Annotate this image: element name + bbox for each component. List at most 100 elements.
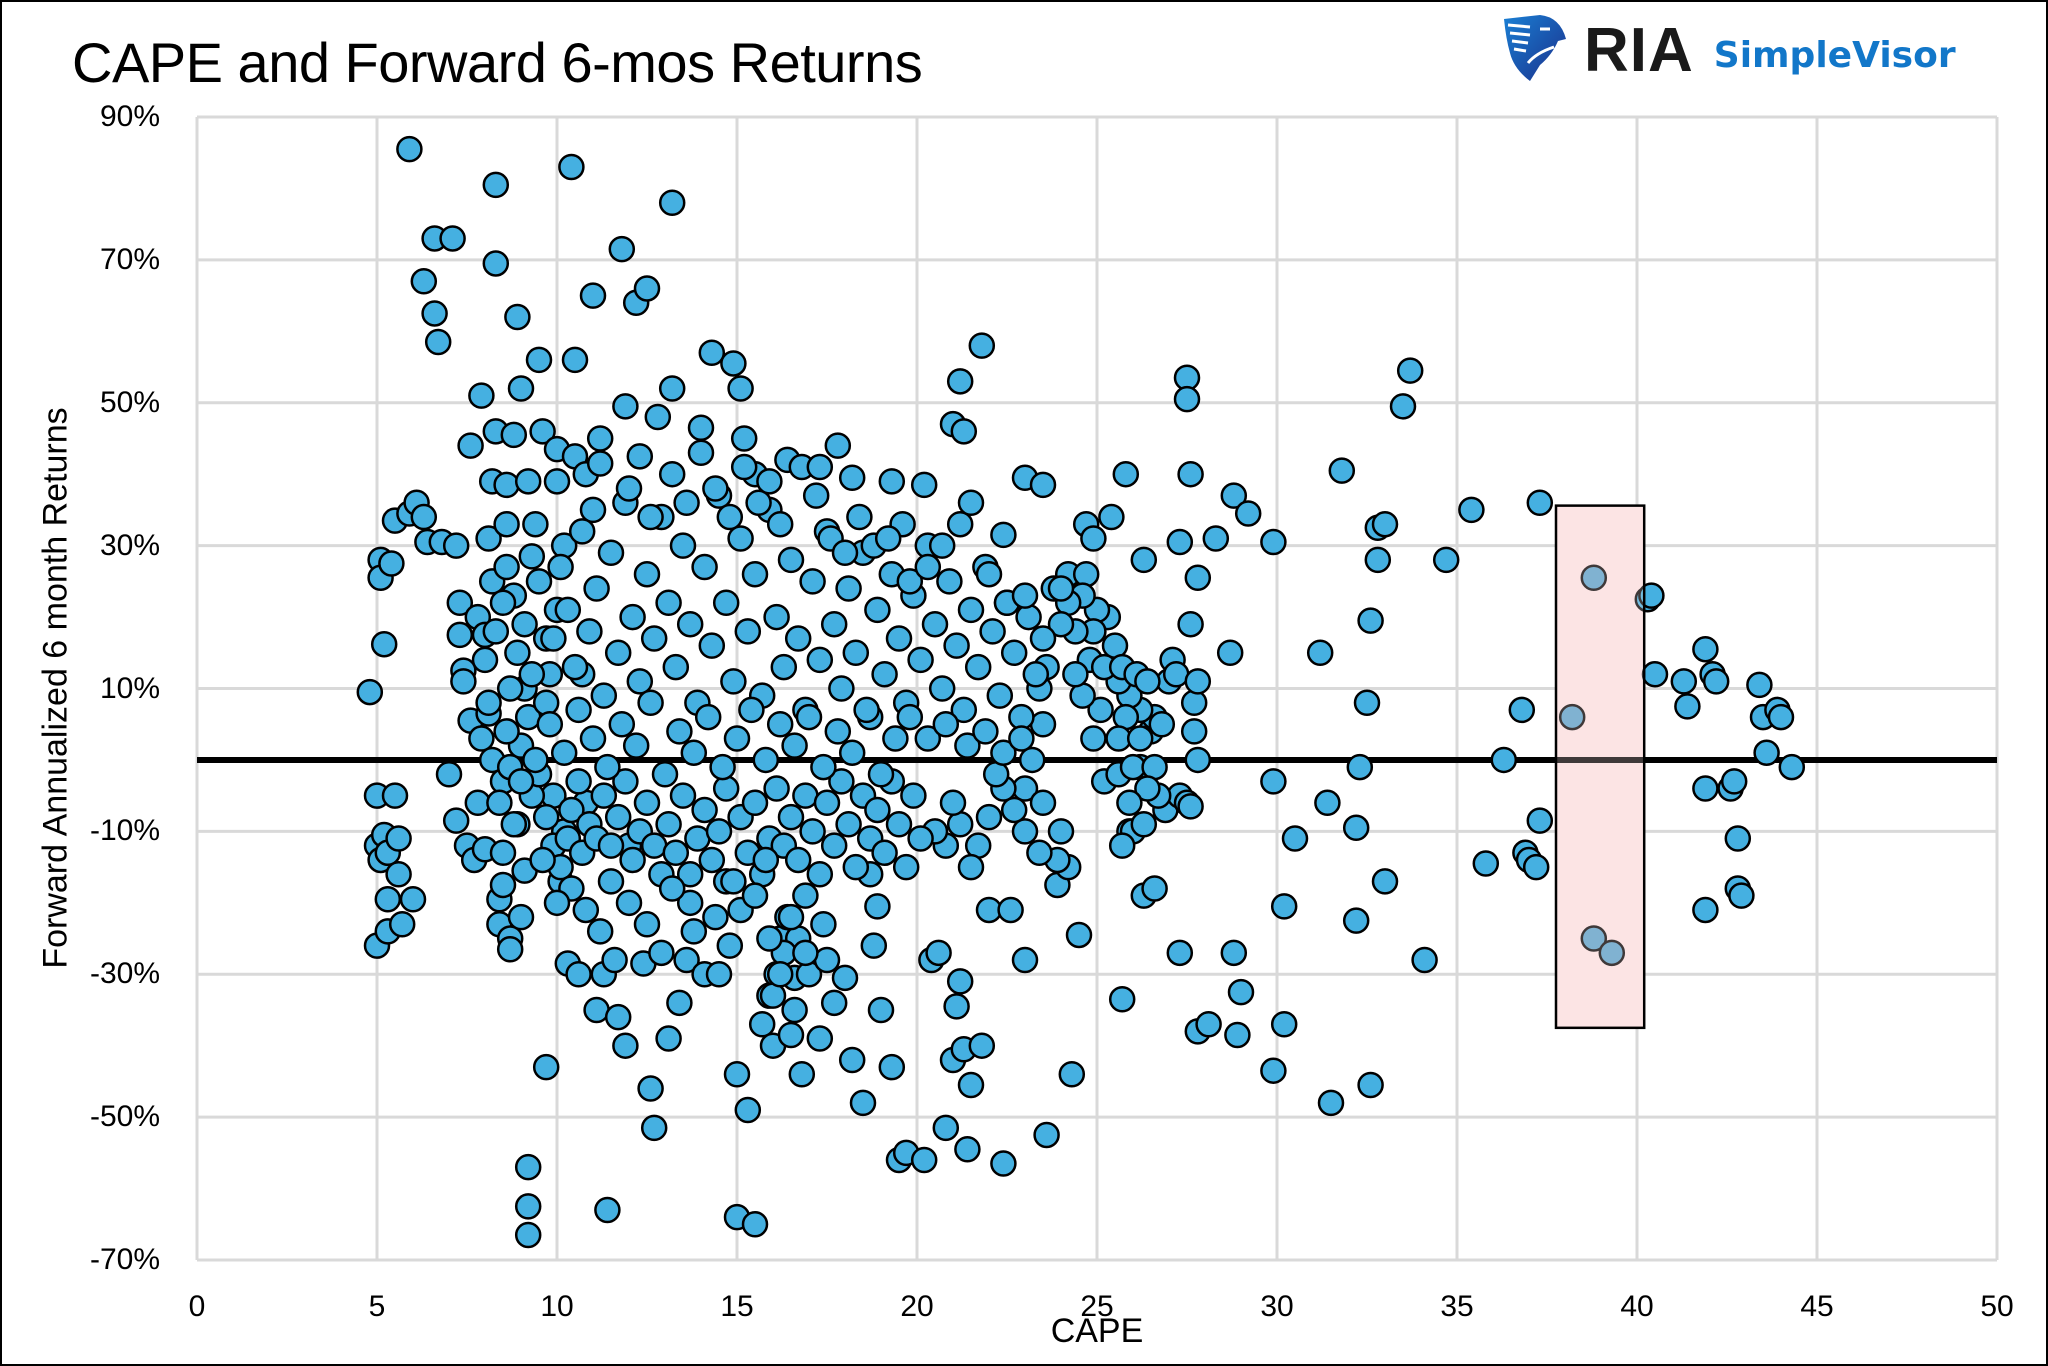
eagle-shield-icon <box>1500 13 1570 88</box>
data-point <box>648 939 675 967</box>
data-point <box>842 639 870 667</box>
data-point <box>730 425 758 452</box>
data-point <box>1022 660 1050 688</box>
data-point <box>810 910 837 938</box>
data-point <box>864 796 891 824</box>
y-tick-label: -50% <box>89 1100 160 1134</box>
data-point <box>712 589 740 617</box>
data-point <box>1702 668 1730 695</box>
data-point <box>885 625 913 652</box>
data-point <box>442 807 470 834</box>
data-point <box>1026 839 1053 867</box>
data-point <box>1342 814 1370 842</box>
data-point <box>633 560 661 588</box>
data-point <box>532 803 560 831</box>
x-tick-label: 0 <box>188 1290 206 1323</box>
data-point <box>1047 610 1075 638</box>
data-point <box>1080 725 1107 752</box>
data-point <box>1753 739 1780 767</box>
data-point <box>896 703 924 731</box>
data-point <box>1227 978 1255 1006</box>
data-point <box>957 853 985 881</box>
data-point <box>907 825 934 852</box>
data-point <box>489 839 517 867</box>
data-point <box>813 946 841 974</box>
data-point <box>734 1096 762 1124</box>
data-point <box>1314 789 1341 817</box>
data-point <box>914 553 942 581</box>
data-point <box>964 653 992 681</box>
data-point <box>1216 639 1244 667</box>
data-point <box>1346 753 1374 781</box>
data-point <box>1767 703 1795 731</box>
data-point <box>547 553 574 581</box>
x-axis-label: CAPE <box>1050 1312 1144 1350</box>
data-point <box>662 839 690 867</box>
data-point <box>1508 696 1536 724</box>
data-point <box>612 1032 639 1059</box>
data-point <box>626 443 654 470</box>
data-point <box>849 1089 877 1117</box>
data-point <box>493 718 520 745</box>
data-point <box>1130 810 1158 838</box>
data-point <box>727 525 754 552</box>
data-point <box>781 732 808 759</box>
data-point <box>1692 896 1719 924</box>
data-point <box>831 539 859 567</box>
data-point <box>504 303 531 331</box>
data-point <box>777 546 805 574</box>
data-point <box>986 682 1014 709</box>
data-point <box>702 475 729 502</box>
data-point <box>691 796 718 824</box>
data-point <box>928 532 956 559</box>
data-point <box>741 560 769 588</box>
data-point <box>777 1021 805 1049</box>
data-point <box>709 753 736 781</box>
data-point <box>496 935 524 963</box>
data-point <box>748 1011 776 1038</box>
data-point <box>828 675 855 702</box>
data-point <box>720 668 747 695</box>
data-point <box>864 596 891 624</box>
data-point <box>1728 882 1755 909</box>
data-point <box>1724 825 1752 852</box>
data-point <box>810 753 837 781</box>
data-point <box>1000 796 1028 824</box>
data-point <box>932 710 960 738</box>
data-point <box>784 625 812 652</box>
data-point <box>536 710 564 738</box>
data-point <box>680 918 708 945</box>
data-point <box>687 414 715 442</box>
data-point <box>853 696 880 724</box>
data-point <box>846 503 873 531</box>
data-point <box>835 575 862 602</box>
data-point <box>637 503 664 531</box>
data-point <box>655 810 682 838</box>
data-point <box>705 818 733 845</box>
data-point <box>914 725 942 752</box>
data-point <box>727 375 754 402</box>
y-tick-label: -70% <box>89 1243 160 1276</box>
y-axis-label: Forward Annualized 6 month Returns <box>36 407 75 969</box>
data-point <box>612 393 639 420</box>
data-point <box>669 782 697 809</box>
data-point <box>741 1211 769 1238</box>
data-point <box>640 625 668 652</box>
data-point <box>990 1150 1017 1177</box>
data-point <box>792 882 819 909</box>
data-point <box>558 796 585 824</box>
data-point <box>500 810 528 838</box>
data-point <box>1116 789 1143 817</box>
scatter-points <box>356 135 1806 1249</box>
data-point <box>997 896 1024 924</box>
data-point <box>1260 528 1287 556</box>
x-tick-label: 50 <box>1980 1290 2014 1323</box>
data-point <box>493 553 520 581</box>
data-point <box>1526 807 1554 834</box>
data-point <box>1008 725 1035 752</box>
data-point <box>514 1221 542 1249</box>
data-point <box>1018 746 1046 774</box>
data-point <box>1674 693 1701 720</box>
data-point <box>385 860 412 888</box>
